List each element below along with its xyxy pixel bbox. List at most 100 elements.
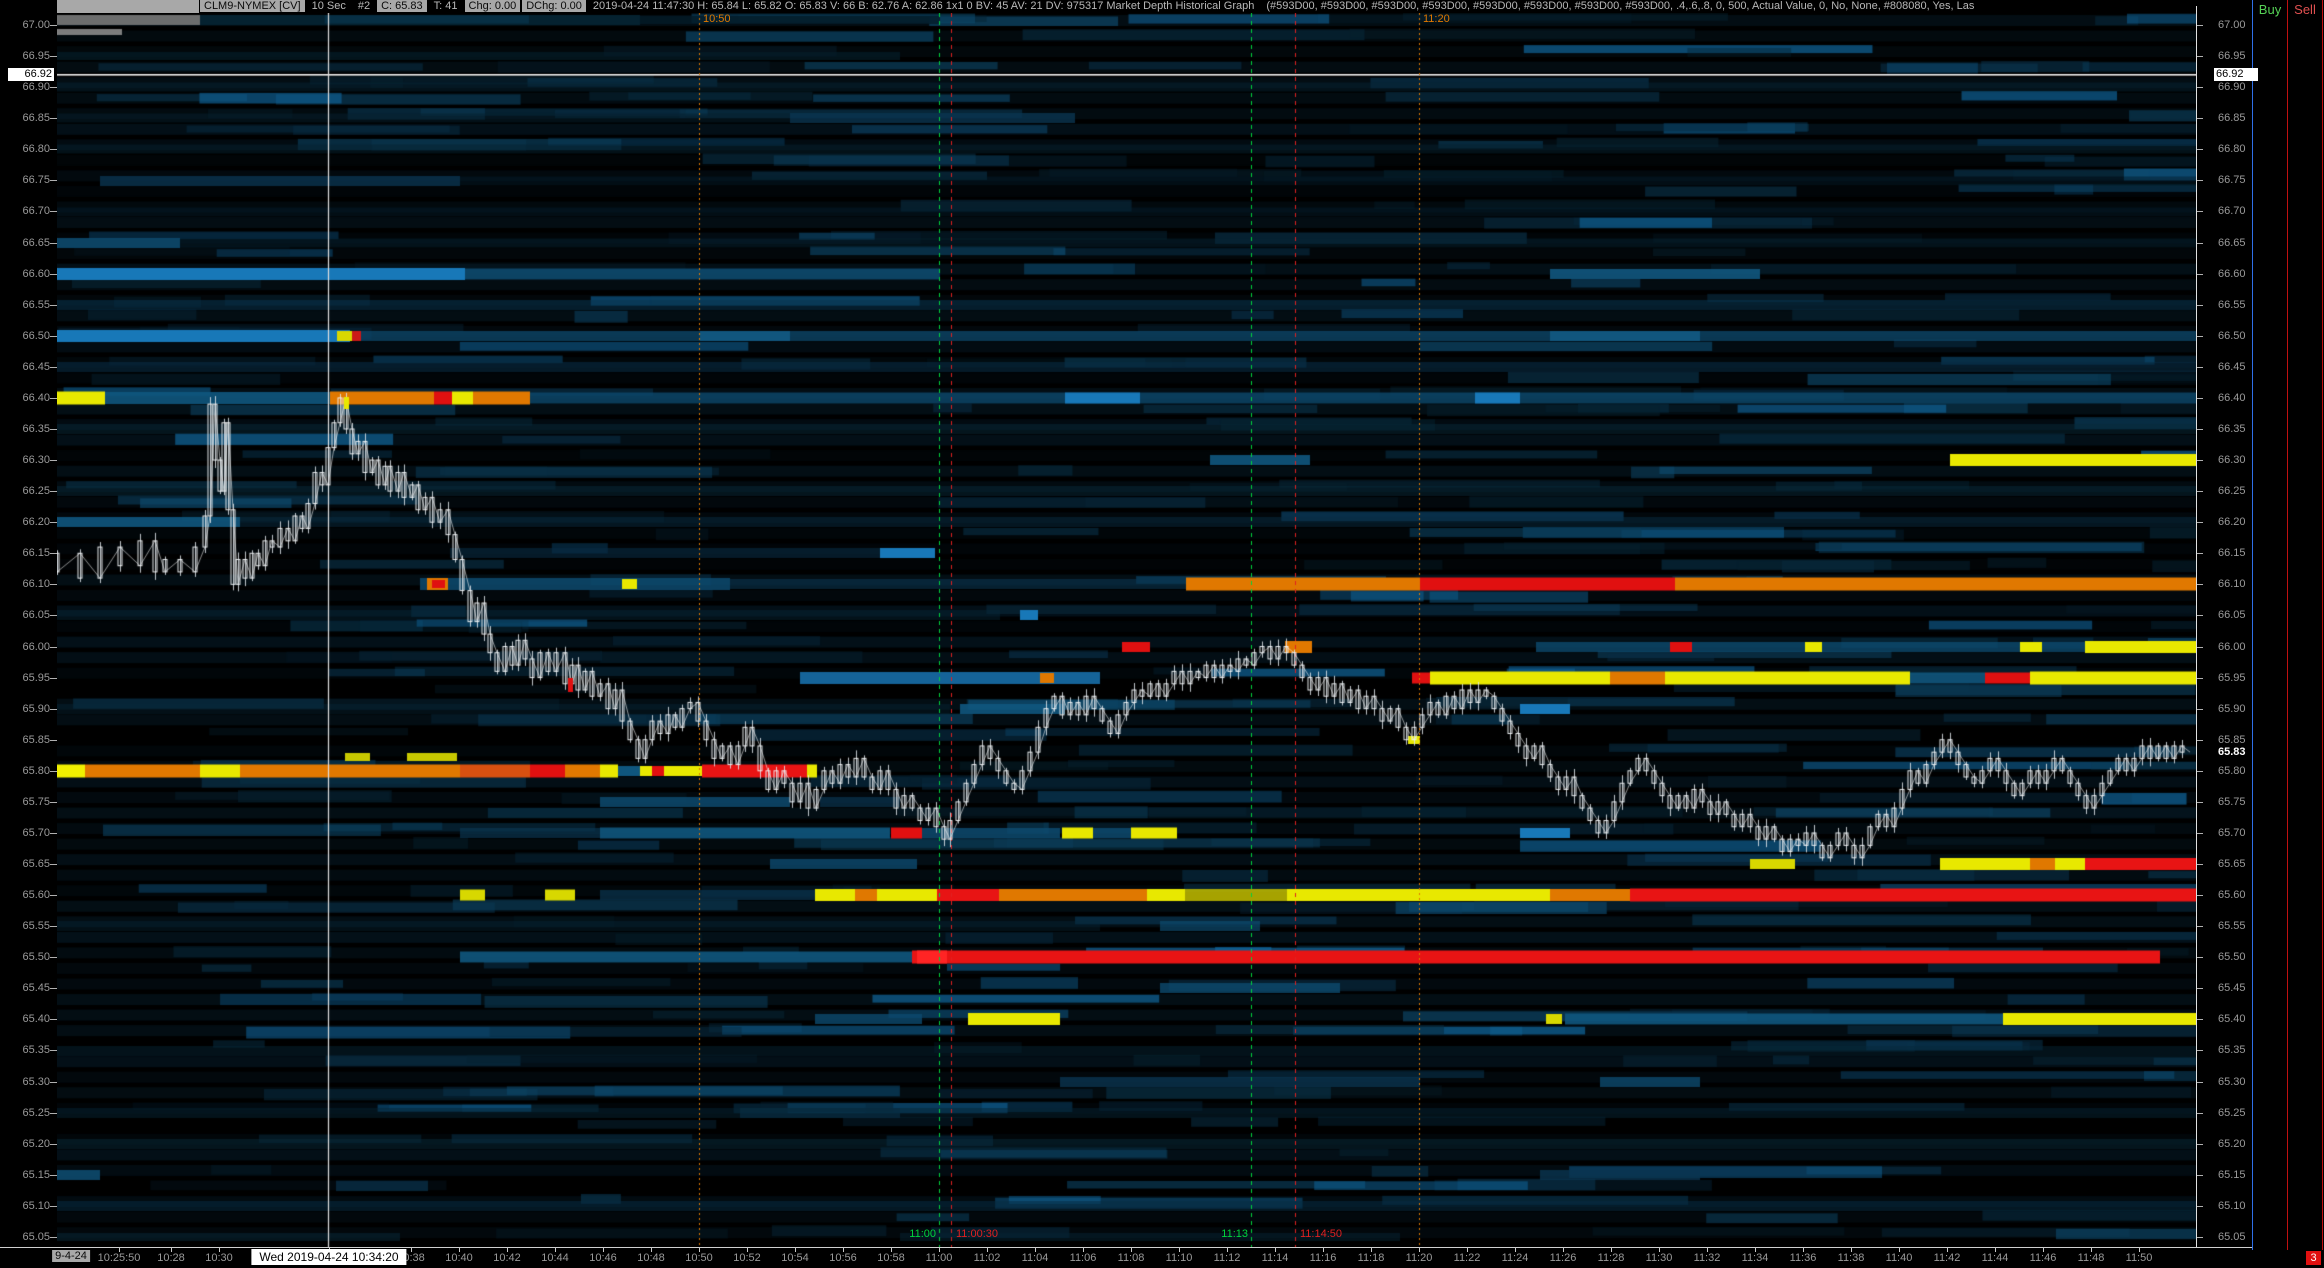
price-label-left-67.00: 67.00 [22, 19, 50, 31]
price-label-left-65.95: 65.95 [22, 672, 50, 684]
price-label-left-65.90: 65.90 [22, 703, 50, 715]
time-tick [2139, 1247, 2140, 1252]
market-depth-chart-canvas[interactable] [57, 13, 2196, 1247]
price-label-right-66.75: 66.75 [2218, 174, 2246, 186]
price-tick [50, 87, 57, 88]
time-tick [1179, 1247, 1180, 1252]
price-tick [2196, 460, 2203, 461]
price-label-left-65.50: 65.50 [22, 951, 50, 963]
price-label-left-65.20: 65.20 [22, 1138, 50, 1150]
price-label-left-66.65: 66.65 [22, 237, 50, 249]
price-tick [2196, 1206, 2203, 1207]
price-tick [50, 584, 57, 585]
price-tick [2196, 771, 2203, 772]
price-label-left-65.80: 65.80 [22, 765, 50, 777]
price-tick [2196, 305, 2203, 306]
time-label-10-25-50: 10:25:50 [97, 1252, 141, 1264]
price-tick [50, 553, 57, 554]
price-label-right-65.75: 65.75 [2218, 796, 2246, 808]
time-label-11-24: 11:24 [1501, 1252, 1529, 1264]
price-tick [2196, 398, 2203, 399]
time-label-10-48: 10:48 [637, 1252, 665, 1264]
price-tick [50, 1050, 57, 1051]
price-tick [50, 274, 57, 275]
time-tick [1371, 1247, 1372, 1252]
price-label-left-66.40: 66.40 [22, 392, 50, 404]
time-tick [1563, 1247, 1564, 1252]
price-tick [2196, 1019, 2203, 1020]
sell-column-line [2287, 0, 2288, 1250]
title-segment-0: CLM9-NYMEX [CV] [200, 0, 305, 12]
price-label-right-65.65: 65.65 [2218, 858, 2246, 870]
high-price-label-left: 66.92 [8, 68, 54, 81]
price-label-right-66.00: 66.00 [2218, 641, 2246, 653]
price-tick [50, 118, 57, 119]
price-tick [2196, 833, 2203, 834]
price-tick [2196, 709, 2203, 710]
price-tick [2196, 957, 2203, 958]
time-tick [2091, 1247, 2092, 1252]
price-tick [50, 709, 57, 710]
price-tick [2196, 429, 2203, 430]
alert-count-badge[interactable]: 3 [2306, 1251, 2321, 1265]
price-tick [50, 833, 57, 834]
time-tick [1275, 1247, 1276, 1252]
time-tick [555, 1247, 556, 1252]
price-tick [2196, 647, 2203, 648]
price-label-left-66.90: 66.90 [22, 81, 50, 93]
time-tick [1035, 1247, 1036, 1252]
price-tick [50, 56, 57, 57]
price-tick [50, 647, 57, 648]
time-label-11-20: 11:20 [1405, 1252, 1433, 1264]
price-tick [50, 522, 57, 523]
title-segment-5: Chg: 0.00 [464, 0, 521, 12]
price-label-right-65.30: 65.30 [2218, 1076, 2246, 1088]
price-label-left-66.75: 66.75 [22, 174, 50, 186]
price-label-left-65.75: 65.75 [22, 796, 50, 808]
price-tick [50, 771, 57, 772]
time-label-11-12: 11:12 [1213, 1252, 1241, 1264]
price-tick [2196, 1082, 2203, 1083]
price-tick [50, 1175, 57, 1176]
price-label-right-66.55: 66.55 [2218, 299, 2246, 311]
vline-label-1050: 10:50 [703, 13, 731, 25]
time-tick [1995, 1247, 1996, 1252]
time-label-11-46: 11:46 [2029, 1252, 2057, 1264]
time-label-10-54: 10:54 [781, 1252, 809, 1264]
price-label-right-66.40: 66.40 [2218, 392, 2246, 404]
price-tick [2196, 149, 2203, 150]
time-tick [747, 1247, 748, 1252]
price-label-left-66.45: 66.45 [22, 361, 50, 373]
price-tick [50, 926, 57, 927]
price-tick [2196, 864, 2203, 865]
time-axis-line [0, 1247, 2252, 1248]
price-label-right-65.55: 65.55 [2218, 920, 2246, 932]
price-label-right-66.70: 66.70 [2218, 205, 2246, 217]
price-tick [50, 211, 57, 212]
price-label-left-65.60: 65.60 [22, 889, 50, 901]
vline-label-1120: 11:20 [1423, 13, 1450, 25]
price-label-right-65.85: 65.85 [2218, 734, 2246, 746]
price-tick [50, 336, 57, 337]
time-label-10-58: 10:58 [877, 1252, 905, 1264]
price-tick [50, 491, 57, 492]
title-segment-1: 10 Sec [311, 0, 346, 12]
time-label-10-30: 10:30 [205, 1252, 233, 1264]
title-segment-6: DChg: 0.00 [522, 0, 586, 12]
sell-button[interactable]: Sell [2294, 2, 2316, 17]
time-tick [1419, 1247, 1420, 1252]
time-tick [891, 1247, 892, 1252]
price-label-left-66.15: 66.15 [22, 547, 50, 559]
buy-button[interactable]: Buy [2258, 2, 2282, 17]
price-label-right-65.80: 65.80 [2218, 765, 2246, 777]
price-tick [2196, 522, 2203, 523]
price-tick [2196, 926, 2203, 927]
time-label-11-14: 11:14 [1261, 1252, 1289, 1264]
price-label-right-66.35: 66.35 [2218, 423, 2246, 435]
time-tick [795, 1247, 796, 1252]
price-label-right-66.65: 66.65 [2218, 237, 2246, 249]
vline-label-1100: 11:00 [909, 1228, 936, 1240]
time-label-10-46: 10:46 [589, 1252, 617, 1264]
price-tick [50, 957, 57, 958]
price-label-left-66.00: 66.00 [22, 641, 50, 653]
